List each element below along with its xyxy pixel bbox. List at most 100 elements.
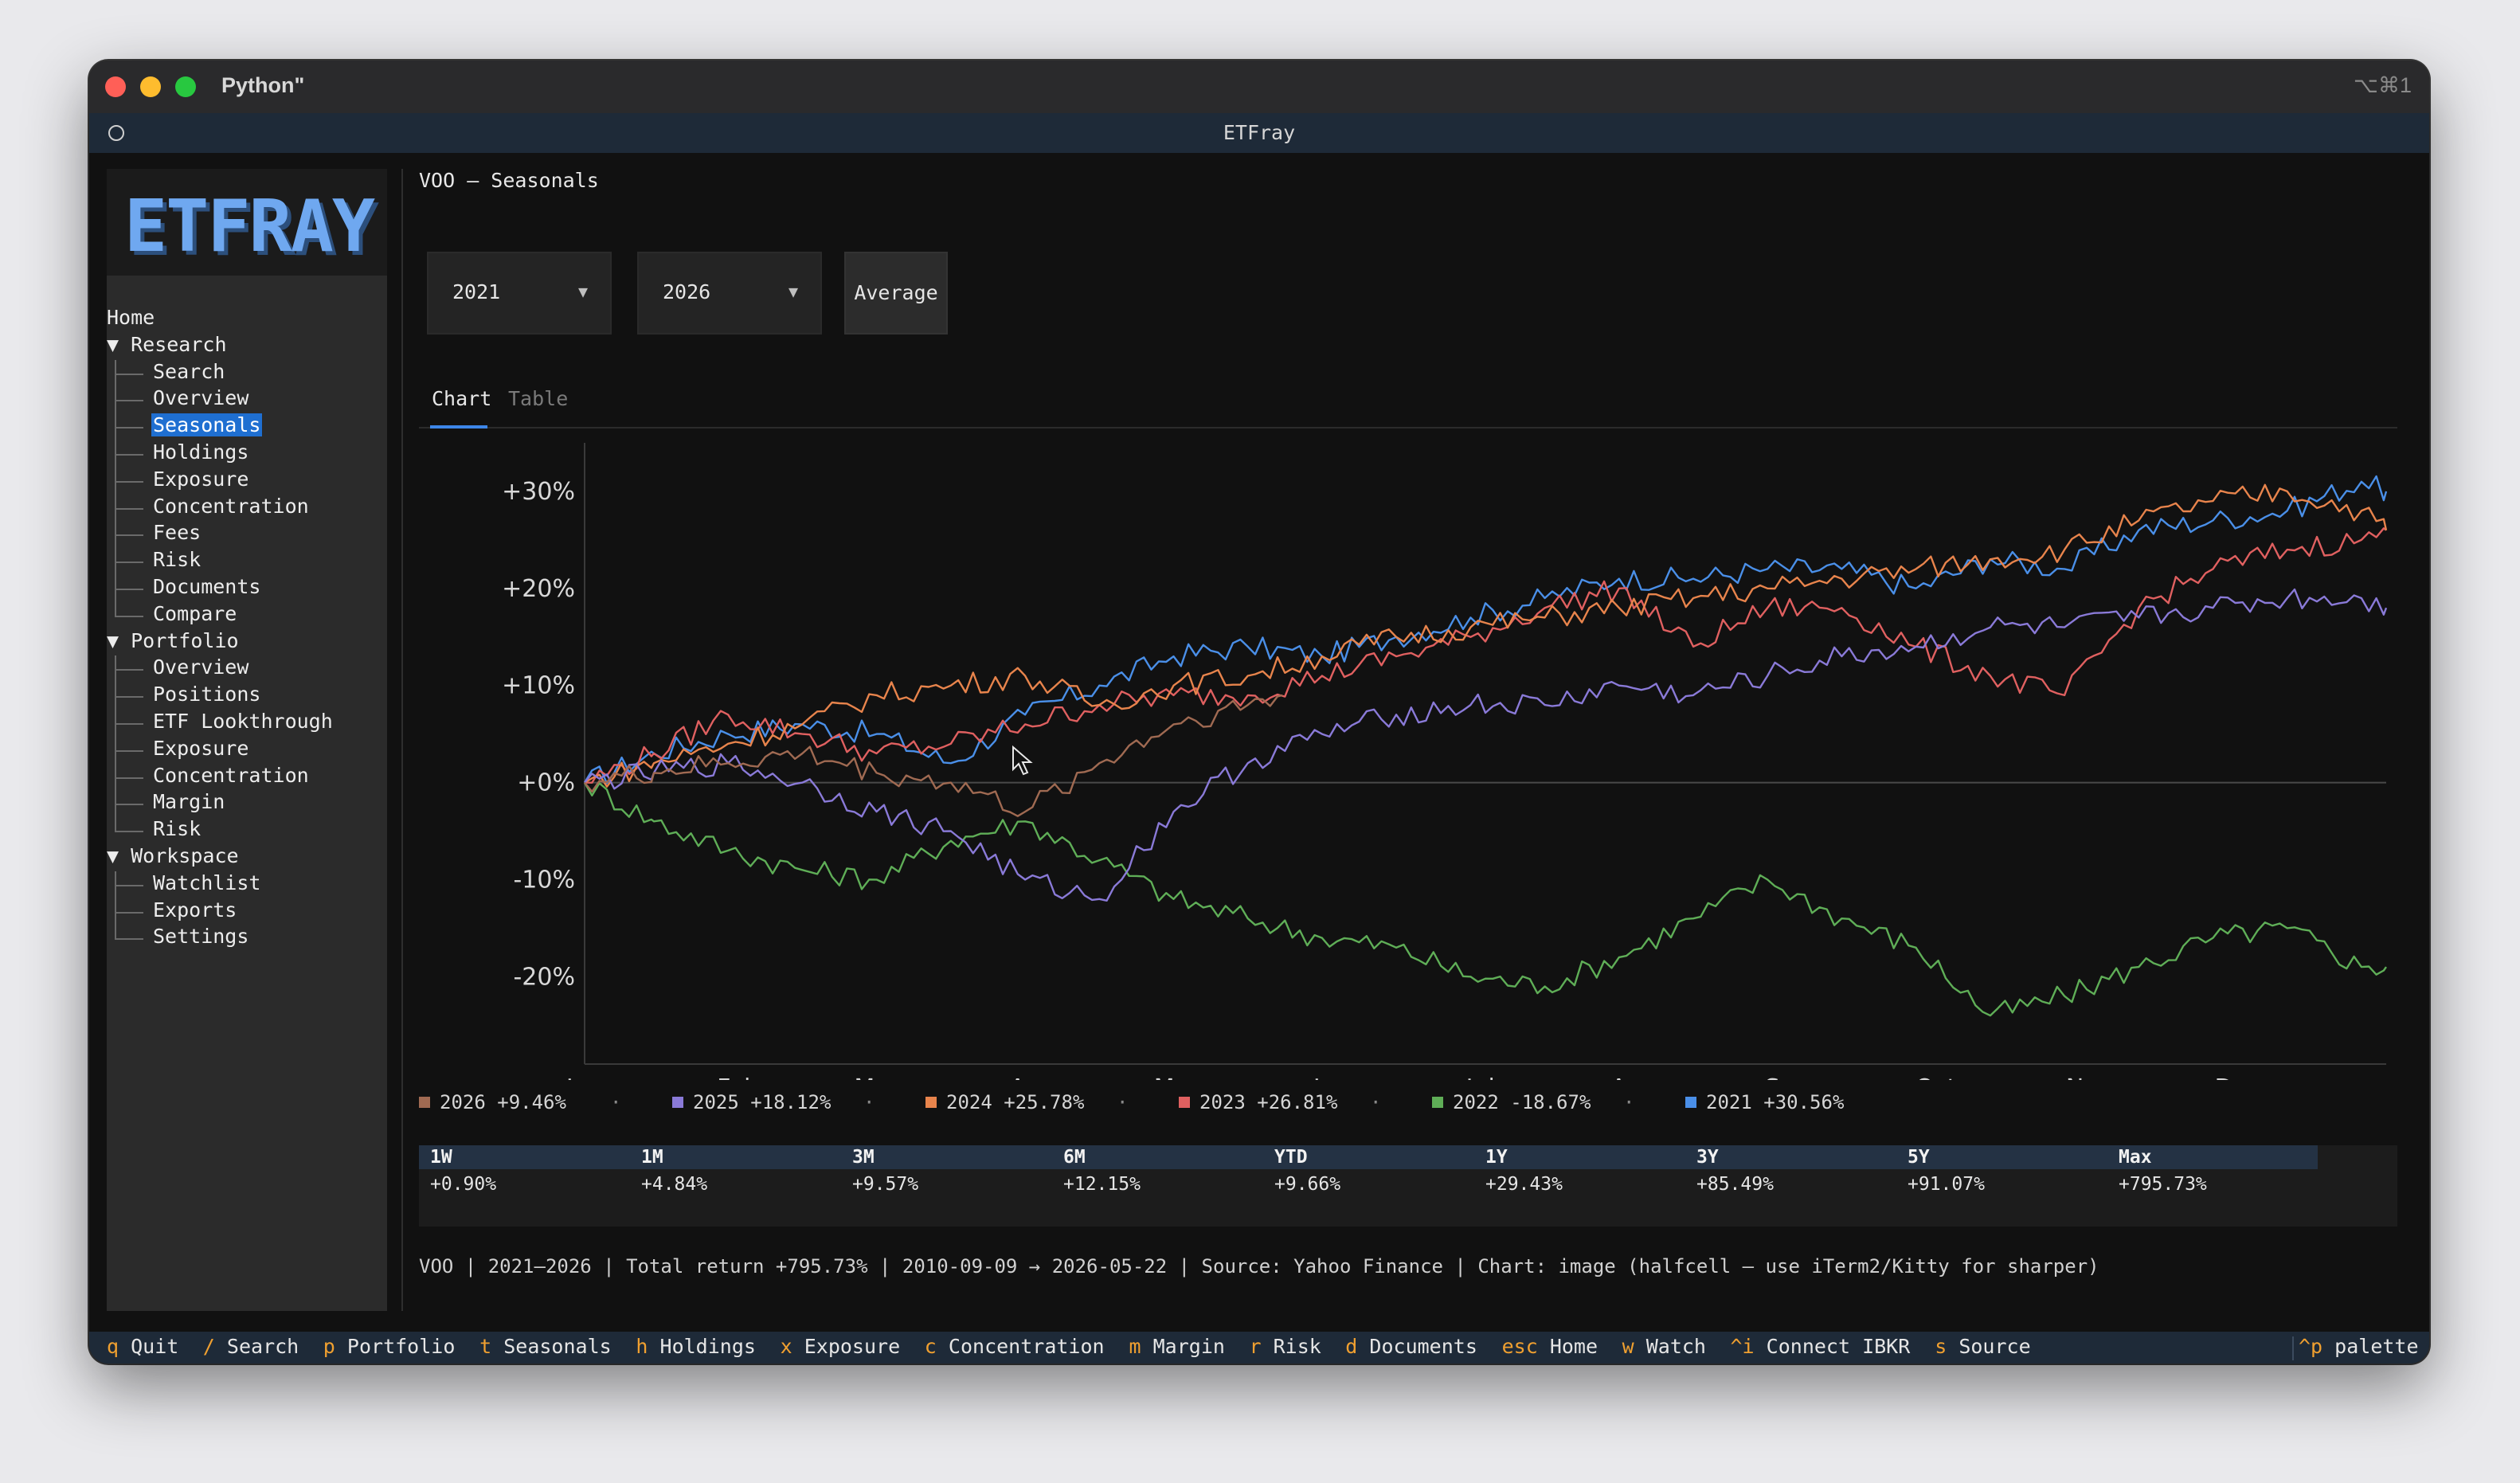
status-divider <box>2292 1336 2294 1360</box>
x-tick-label: Aug <box>1610 1074 1657 1080</box>
average-button[interactable]: Average <box>844 252 948 335</box>
shortcut-watch[interactable]: w Watch <box>1622 1335 1706 1358</box>
sidebar-item-research-compare[interactable]: Compare <box>153 601 237 625</box>
sidebar-item-research-concentration[interactable]: Concentration <box>153 494 309 518</box>
performance-value: +795.73% <box>2119 1174 2207 1195</box>
tree-connector <box>115 615 143 617</box>
app-header: ETFray <box>89 113 2429 153</box>
sidebar-item-research-risk[interactable]: Risk <box>153 548 202 572</box>
app-title: ETFray <box>1223 121 1296 144</box>
tree-connector <box>115 400 143 402</box>
legend-swatch <box>1685 1097 1696 1108</box>
end-year-select[interactable]: 2026 ▼ <box>637 252 822 335</box>
legend-item: 2021 +30.56% <box>1685 1091 1844 1113</box>
sidebar-item-research-search[interactable]: Search <box>153 359 225 383</box>
tree-connector <box>115 562 143 564</box>
performance-table: 1W +0.90% 1M +4.84% 3M +9.57% 6M +12.15% YTD +9.6… <box>419 1145 2397 1227</box>
legend-item: 2023 +26.81% <box>1179 1091 1337 1113</box>
shortcut-label: Source <box>1958 1335 2031 1358</box>
close-window-button[interactable] <box>105 76 126 97</box>
performance-header: 1M <box>641 1147 663 1168</box>
shortcut-key: / <box>202 1335 215 1358</box>
tree-connector <box>115 480 143 483</box>
tree-connector <box>115 911 143 914</box>
x-tick-label: Nov <box>2066 1074 2113 1080</box>
start-year-value: 2021 <box>452 280 501 303</box>
logo-text: ETFRAY <box>124 185 375 268</box>
logo: ETFRAY <box>107 169 387 276</box>
sidebar-item-research-holdings[interactable]: Holdings <box>153 440 249 464</box>
tree-connector <box>115 777 143 779</box>
sidebar-item-research-exposure[interactable]: Exposure <box>153 467 249 491</box>
shortcut-connect-ibkr[interactable]: ^i Connect IBKR <box>1731 1335 1911 1358</box>
start-year-select[interactable]: 2021 ▼ <box>427 252 612 335</box>
tree-connector <box>115 669 143 671</box>
tab-chart[interactable]: Chart <box>432 387 492 410</box>
x-tick-label: Feb <box>717 1074 759 1080</box>
shortcut-documents[interactable]: d Documents <box>1345 1335 1477 1358</box>
shortcut-risk[interactable]: r Risk <box>1250 1335 1321 1358</box>
legend-swatch <box>419 1097 430 1108</box>
sidebar-item-research-overview[interactable]: Overview <box>153 386 249 410</box>
tab-table[interactable]: Table <box>508 387 569 410</box>
sidebar-section-workspace[interactable]: ▼ Workspace <box>107 844 239 867</box>
sidebar-item-workspace-exports[interactable]: Exports <box>153 898 237 921</box>
sidebar-item-home[interactable]: Home <box>107 306 155 329</box>
sidebar-item-portfolio-overview[interactable]: Overview <box>153 655 249 679</box>
tree-connector <box>115 938 143 941</box>
sidebar-section-research[interactable]: ▼ Research <box>107 332 227 356</box>
performance-value: +4.84% <box>641 1174 708 1195</box>
y-tick-label: +10% <box>502 672 575 700</box>
shortcut-key: c <box>924 1335 937 1358</box>
shortcut-holdings[interactable]: h Holdings <box>636 1335 756 1358</box>
shortcut-exposure[interactable]: x Exposure <box>781 1335 901 1358</box>
legend-separator: · <box>610 1091 622 1113</box>
shortcut-label: Search <box>226 1335 299 1358</box>
sidebar-item-portfolio-etf-lookthrough[interactable]: ETF Lookthrough <box>153 710 333 733</box>
tab-divider <box>419 427 2397 428</box>
sidebar-item-portfolio-concentration[interactable]: Concentration <box>153 763 309 787</box>
tree-connector <box>115 373 143 375</box>
shortcut-search[interactable]: / Search <box>203 1335 299 1358</box>
shortcut-label: Documents <box>1369 1335 1477 1358</box>
shortcut-home[interactable]: esc Home <box>1502 1335 1598 1358</box>
sidebar-item-portfolio-positions[interactable]: Positions <box>153 683 261 706</box>
tree-connector <box>115 723 143 725</box>
shortcut-concentration[interactable]: c Concentration <box>925 1335 1105 1358</box>
x-tick-label: Jun <box>1312 1074 1351 1080</box>
legend-separator: · <box>863 1091 875 1113</box>
keyboard-shortcut-bar: q Quit / Search p Portfolio t Seasonals h Ho… <box>89 1332 2429 1364</box>
y-tick-label: +20% <box>502 575 575 603</box>
shortcut-key: ^p <box>2299 1335 2323 1358</box>
shortcut-label: Connect IBKR <box>1766 1335 1911 1358</box>
shortcut-source[interactable]: s Source <box>1935 1335 2030 1358</box>
sidebar-item-research-documents[interactable]: Documents <box>153 575 261 598</box>
sidebar-item-workspace-watchlist[interactable]: Watchlist <box>153 871 261 894</box>
app-window: Python" ⌥⌘1 ETFray ETFRAY Home ▼ Researc… <box>89 61 2429 1364</box>
shortcut-seasonals[interactable]: t Seasonals <box>479 1335 612 1358</box>
command-palette-shortcut[interactable]: ^p palette <box>2299 1335 2419 1358</box>
sidebar-item-portfolio-risk[interactable]: Risk <box>153 817 202 841</box>
window-titlebar: Python" ⌥⌘1 <box>89 61 2429 115</box>
series-line-2024 <box>584 483 2388 788</box>
breadcrumb: VOO – Seasonals <box>419 169 599 192</box>
zoom-window-button[interactable] <box>175 76 196 97</box>
sidebar-item-portfolio-margin[interactable]: Margin <box>153 790 225 814</box>
minimize-window-button[interactable] <box>140 76 161 97</box>
legend-label: 2022 -18.67% <box>1453 1091 1591 1113</box>
performance-header: 6M <box>1063 1147 1086 1168</box>
sidebar-section-portfolio[interactable]: ▼ Portfolio <box>107 628 239 652</box>
x-tick-label: May <box>1154 1074 1203 1080</box>
sidebar-item-research-seasonals[interactable]: Seasonals <box>151 413 263 437</box>
sidebar-item-portfolio-exposure[interactable]: Exposure <box>153 736 249 760</box>
shortcut-label: Holdings <box>659 1335 756 1358</box>
y-tick-label: +0% <box>517 769 575 797</box>
sidebar-item-workspace-settings[interactable]: Settings <box>153 925 249 949</box>
shortcut-key: m <box>1129 1335 1141 1358</box>
sidebar-item-research-fees[interactable]: Fees <box>153 521 202 545</box>
shortcut-key: esc <box>1501 1335 1538 1358</box>
legend-swatch <box>672 1097 683 1108</box>
shortcut-quit[interactable]: q Quit <box>107 1335 178 1358</box>
shortcut-portfolio[interactable]: p Portfolio <box>323 1335 456 1358</box>
shortcut-margin[interactable]: m Margin <box>1129 1335 1225 1358</box>
